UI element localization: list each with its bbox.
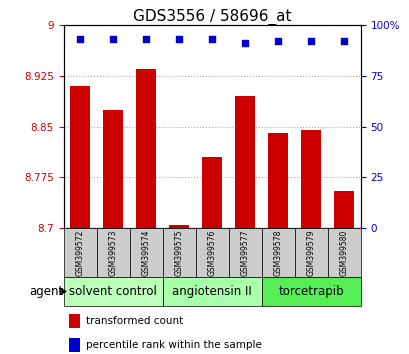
Bar — [136, 69, 156, 228]
Bar — [235, 96, 254, 228]
Bar — [70, 86, 90, 228]
Bar — [334, 191, 353, 228]
Text: GSM399580: GSM399580 — [339, 229, 348, 276]
Bar — [63, 228, 97, 276]
Bar — [169, 225, 189, 228]
Point — [340, 38, 347, 44]
Bar — [327, 228, 360, 276]
Bar — [70, 314, 80, 328]
Point — [142, 36, 149, 42]
Text: GSM399576: GSM399576 — [207, 229, 216, 276]
Point — [76, 36, 83, 42]
Bar — [301, 130, 320, 228]
Text: GSM399574: GSM399574 — [141, 229, 150, 276]
Bar — [195, 228, 228, 276]
Text: GSM399578: GSM399578 — [273, 229, 282, 276]
Text: GSM399575: GSM399575 — [174, 229, 183, 276]
Text: percentile rank within the sample: percentile rank within the sample — [85, 340, 261, 350]
Bar — [294, 228, 327, 276]
Text: angiotensin II: angiotensin II — [172, 285, 252, 298]
Bar — [202, 157, 222, 228]
Bar — [261, 276, 360, 306]
Point — [274, 38, 281, 44]
Point — [208, 36, 215, 42]
Text: GSM399577: GSM399577 — [240, 229, 249, 276]
Point — [241, 40, 248, 46]
Text: agent: agent — [29, 285, 63, 298]
Bar — [103, 110, 123, 228]
Point — [110, 36, 116, 42]
Bar — [267, 133, 288, 228]
Bar — [70, 338, 80, 352]
Bar — [129, 228, 162, 276]
Text: GSM399579: GSM399579 — [306, 229, 315, 276]
Bar — [162, 228, 195, 276]
Point — [307, 38, 314, 44]
Text: GSM399573: GSM399573 — [108, 229, 117, 276]
Bar — [261, 228, 294, 276]
Point — [175, 36, 182, 42]
Bar — [228, 228, 261, 276]
Bar — [97, 228, 129, 276]
Bar — [63, 276, 162, 306]
Text: GSM399572: GSM399572 — [75, 229, 84, 276]
Text: torcetrapib: torcetrapib — [278, 285, 343, 298]
Title: GDS3556 / 58696_at: GDS3556 / 58696_at — [133, 8, 291, 25]
Text: solvent control: solvent control — [69, 285, 157, 298]
Bar — [162, 276, 261, 306]
Text: transformed count: transformed count — [85, 316, 183, 326]
